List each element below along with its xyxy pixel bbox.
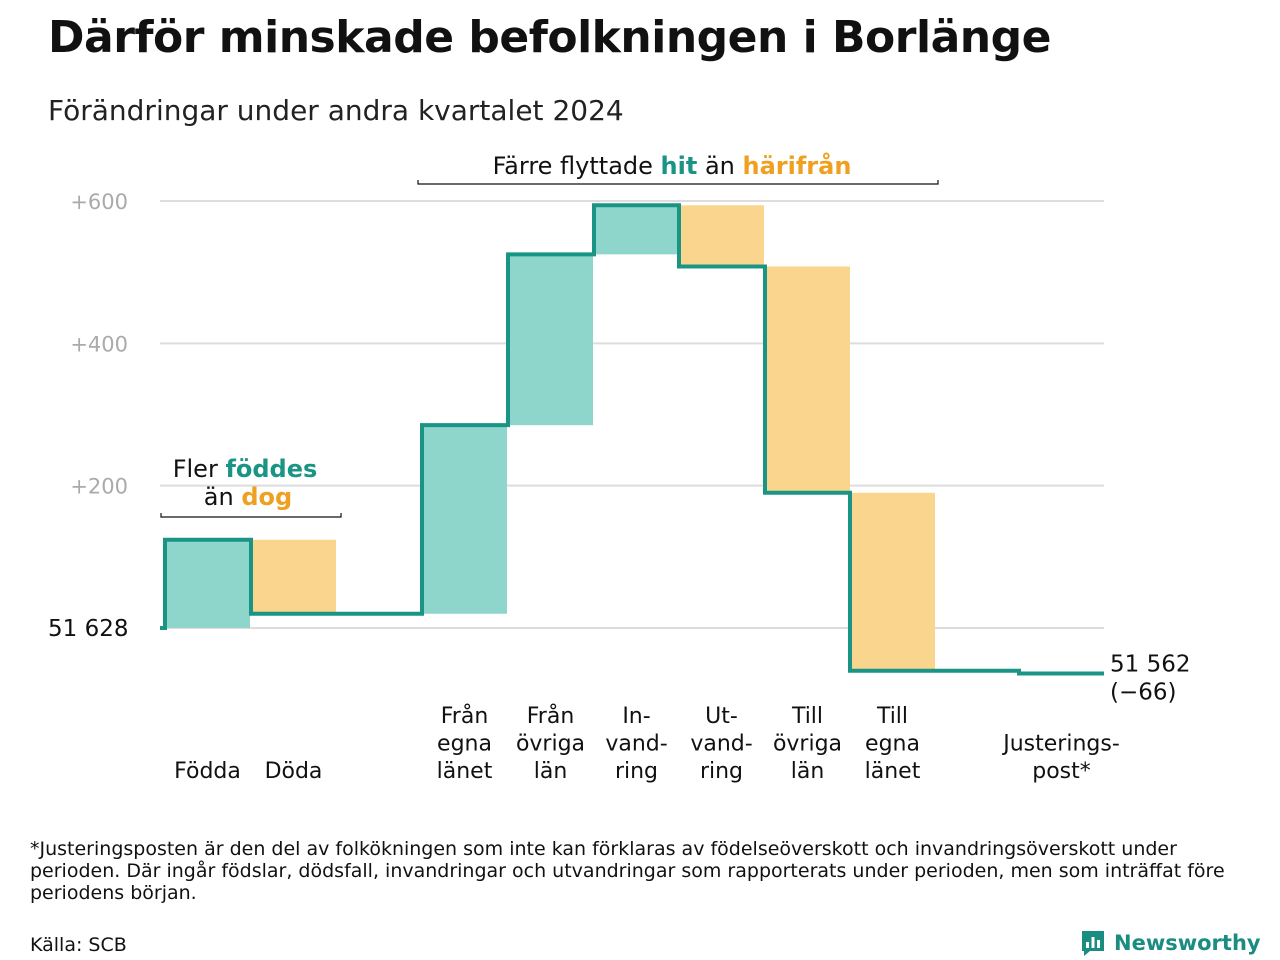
births-annotation-line2: än dog bbox=[204, 483, 292, 511]
category-label: övriga bbox=[516, 732, 585, 757]
waterfall-bar bbox=[765, 266, 850, 493]
migration-annotation: Färre flyttade hit än härifrån bbox=[493, 151, 852, 180]
category-label: vand- bbox=[605, 732, 667, 757]
chart-title: Därför minskade befolkningen i Borlänge bbox=[48, 12, 1051, 63]
annotation-text: än bbox=[204, 483, 242, 511]
waterfall-bar bbox=[594, 205, 679, 255]
newsworthy-logo-icon bbox=[1082, 931, 1104, 956]
category-label: ring bbox=[615, 759, 658, 784]
category-label: egna bbox=[437, 732, 492, 757]
births-annotation-line1: Fler föddes bbox=[173, 455, 318, 483]
start-value-label: 51 628 bbox=[48, 616, 128, 642]
category-label: övriga bbox=[773, 732, 842, 757]
brand-logo: Newsworthy bbox=[1080, 929, 1261, 957]
y-tick-label: +600 bbox=[70, 190, 128, 214]
waterfall-bar bbox=[679, 205, 764, 267]
category-label: ring bbox=[700, 759, 743, 784]
category-label: Från bbox=[527, 703, 575, 729]
annotation-highlight-deaths: dog bbox=[241, 483, 292, 511]
waterfall-bar bbox=[850, 492, 935, 671]
category-label: post* bbox=[1032, 759, 1091, 784]
chart-subtitle: Förändringar under andra kvartalet 2024 bbox=[48, 94, 624, 127]
category-label: Döda bbox=[265, 759, 323, 784]
footnote: *Justeringsposten är den del av folkökni… bbox=[30, 838, 1225, 904]
annotation-text: Fler bbox=[173, 455, 226, 483]
end-value-label: 51 562 bbox=[1110, 652, 1190, 678]
category-label: Från bbox=[441, 703, 489, 729]
category-label: Ut- bbox=[705, 704, 738, 729]
waterfall-bar bbox=[508, 254, 593, 426]
category-label: Till bbox=[876, 704, 908, 729]
category-label: länet bbox=[865, 759, 921, 784]
annotation-highlight-births: föddes bbox=[225, 455, 317, 483]
category-label: Födda bbox=[174, 759, 241, 784]
annotation-text: än bbox=[697, 152, 742, 180]
waterfall-bar bbox=[422, 425, 507, 614]
category-label: länet bbox=[437, 759, 493, 784]
end-change-label: (−66) bbox=[1110, 680, 1176, 706]
annotation-text: Färre flyttade bbox=[493, 152, 661, 180]
category-label: Justerings- bbox=[1001, 732, 1120, 757]
category-label: län bbox=[791, 759, 825, 784]
annotation-highlight-out: härifrån bbox=[743, 151, 852, 180]
brand-name: Newsworthy bbox=[1114, 931, 1261, 955]
category-label: egna bbox=[865, 732, 920, 757]
migration-bracket bbox=[417, 180, 939, 185]
source-note: Källa: SCB bbox=[30, 934, 127, 956]
waterfall-bar bbox=[165, 539, 250, 628]
annotation-highlight-in: hit bbox=[661, 152, 698, 180]
y-tick-label: +400 bbox=[70, 332, 128, 356]
category-label: Till bbox=[791, 704, 823, 729]
cumulative-step-line bbox=[160, 203, 1104, 676]
category-label: vand- bbox=[690, 732, 752, 757]
category-label: In- bbox=[622, 704, 650, 729]
births-bracket bbox=[160, 513, 342, 518]
y-tick-label: +200 bbox=[70, 475, 128, 499]
waterfall-bar bbox=[251, 539, 336, 614]
category-label: län bbox=[534, 759, 568, 784]
